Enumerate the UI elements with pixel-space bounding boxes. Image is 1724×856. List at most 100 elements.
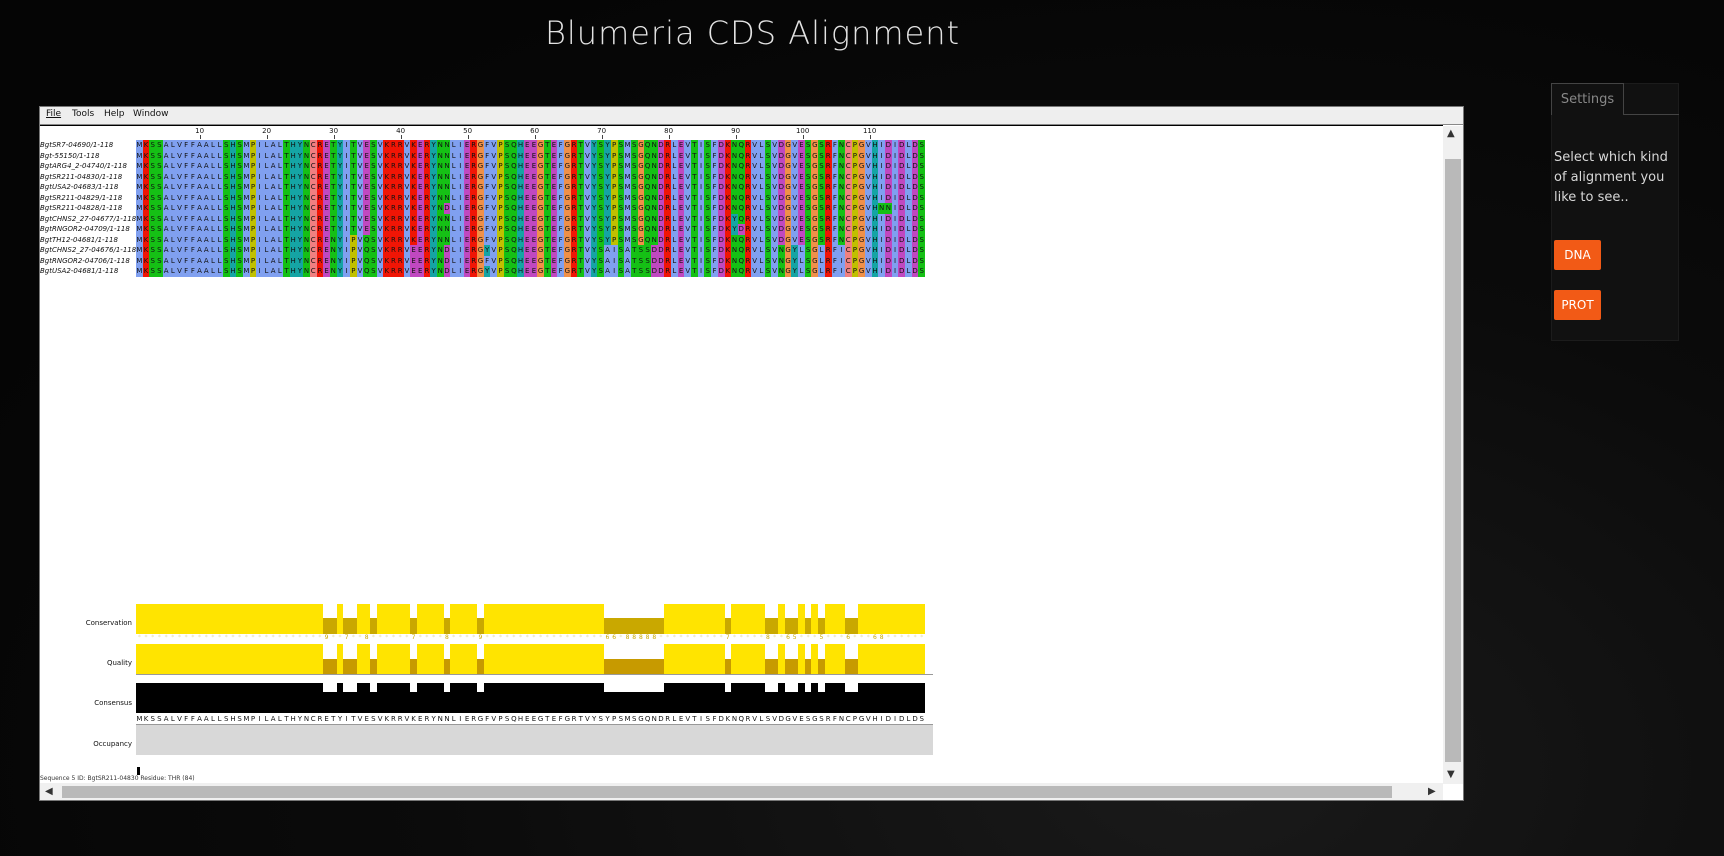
residue-cell[interactable]: D bbox=[657, 234, 665, 245]
residue-cell[interactable]: T bbox=[543, 192, 551, 203]
residue-cell[interactable]: S bbox=[222, 213, 230, 224]
residue-cell[interactable]: S bbox=[597, 213, 605, 224]
residue-cell[interactable]: E bbox=[550, 182, 558, 193]
residue-cell[interactable]: F bbox=[711, 192, 718, 203]
residue-cell[interactable]: D bbox=[898, 213, 906, 224]
residue-cell[interactable]: Q bbox=[644, 224, 651, 235]
residue-cell[interactable]: V bbox=[864, 234, 872, 245]
residue-cell[interactable]: V bbox=[584, 182, 591, 193]
residue-cell[interactable]: A bbox=[162, 161, 170, 172]
residue-cell[interactable]: Q bbox=[363, 234, 371, 245]
residue-cell[interactable]: S bbox=[370, 171, 377, 182]
residue-cell[interactable]: E bbox=[323, 171, 330, 182]
residue-cell[interactable]: D bbox=[898, 192, 906, 203]
residue-cell[interactable]: T bbox=[350, 224, 357, 235]
residue-cell[interactable]: G bbox=[858, 234, 865, 245]
residue-cell[interactable]: R bbox=[423, 234, 431, 245]
residue-cell[interactable]: Y bbox=[430, 234, 437, 245]
residue-cell[interactable]: E bbox=[463, 161, 471, 172]
residue-cell[interactable]: T bbox=[283, 192, 290, 203]
dna-button[interactable]: DNA bbox=[1554, 240, 1601, 270]
residue-cell[interactable]: V bbox=[751, 224, 758, 235]
residue-cell[interactable]: G bbox=[637, 203, 645, 214]
residue-cell[interactable]: R bbox=[570, 182, 578, 193]
residue-cell[interactable]: R bbox=[744, 161, 752, 172]
residue-cell[interactable]: F bbox=[189, 224, 197, 235]
residue-cell[interactable]: N bbox=[436, 203, 444, 214]
residue-cell[interactable]: R bbox=[824, 140, 832, 151]
residue-cell[interactable]: E bbox=[416, 245, 424, 256]
residue-cell[interactable]: T bbox=[283, 161, 290, 172]
residue-cell[interactable]: E bbox=[530, 192, 538, 203]
residue-cell[interactable]: M bbox=[624, 192, 631, 203]
residue-cell[interactable]: E bbox=[677, 234, 685, 245]
residue-cell[interactable]: I bbox=[457, 224, 464, 235]
residue-cell[interactable]: V bbox=[490, 266, 498, 277]
residue-cell[interactable]: Y bbox=[590, 224, 598, 235]
residue-cell[interactable]: F bbox=[831, 224, 839, 235]
residue-cell[interactable]: E bbox=[463, 255, 471, 266]
residue-cell[interactable]: E bbox=[530, 245, 538, 256]
residue-cell[interactable]: I bbox=[697, 245, 705, 256]
residue-cell[interactable]: E bbox=[416, 161, 424, 172]
residue-cell[interactable]: F bbox=[831, 150, 839, 161]
residue-cell[interactable]: V bbox=[684, 213, 692, 224]
residue-cell[interactable]: V bbox=[176, 140, 183, 151]
residue-cell[interactable]: V bbox=[176, 192, 183, 203]
residue-cell[interactable]: G bbox=[784, 245, 792, 256]
residue-cell[interactable]: F bbox=[483, 203, 491, 214]
residue-cell[interactable]: C bbox=[309, 171, 317, 182]
residue-cell[interactable]: A bbox=[162, 245, 170, 256]
residue-cell[interactable]: T bbox=[329, 171, 337, 182]
residue-cell[interactable]: S bbox=[704, 266, 712, 277]
residue-cell[interactable]: N bbox=[731, 171, 738, 182]
residue-cell[interactable]: A bbox=[162, 150, 170, 161]
residue-cell[interactable]: Q bbox=[644, 182, 651, 193]
residue-cell[interactable]: G bbox=[637, 213, 645, 224]
residue-cell[interactable]: Y bbox=[296, 266, 304, 277]
residue-cell[interactable]: I bbox=[457, 150, 464, 161]
residue-cell[interactable]: D bbox=[911, 245, 919, 256]
residue-cell[interactable]: V bbox=[791, 224, 799, 235]
residue-cell[interactable]: G bbox=[784, 203, 792, 214]
residue-cell[interactable]: V bbox=[864, 266, 872, 277]
residue-cell[interactable]: G bbox=[477, 171, 484, 182]
residue-cell[interactable]: K bbox=[724, 213, 732, 224]
residue-cell[interactable]: I bbox=[256, 150, 264, 161]
residue-cell[interactable]: V bbox=[791, 140, 799, 151]
residue-cell[interactable]: F bbox=[557, 266, 564, 277]
residue-cell[interactable]: K bbox=[383, 192, 391, 203]
residue-cell[interactable]: T bbox=[283, 171, 290, 182]
residue-cell[interactable]: S bbox=[704, 245, 712, 256]
residue-cell[interactable]: S bbox=[617, 245, 625, 256]
residue-cell[interactable]: Q bbox=[644, 213, 651, 224]
residue-cell[interactable]: H bbox=[289, 213, 297, 224]
residue-cell[interactable]: A bbox=[202, 224, 210, 235]
residue-cell[interactable]: V bbox=[771, 150, 778, 161]
residue-cell[interactable]: Q bbox=[510, 213, 518, 224]
residue-cell[interactable]: N bbox=[329, 234, 337, 245]
residue-cell[interactable]: S bbox=[704, 182, 712, 193]
residue-cell[interactable]: L bbox=[216, 161, 223, 172]
residue-cell[interactable]: N bbox=[436, 255, 444, 266]
residue-cell[interactable]: P bbox=[497, 234, 504, 245]
residue-cell[interactable]: F bbox=[182, 161, 190, 172]
residue-cell[interactable]: E bbox=[323, 192, 330, 203]
residue-cell[interactable]: H bbox=[289, 255, 297, 266]
residue-cell[interactable]: R bbox=[390, 266, 397, 277]
residue-cell[interactable]: H bbox=[517, 234, 524, 245]
residue-cell[interactable]: L bbox=[905, 266, 912, 277]
residue-cell[interactable]: G bbox=[784, 255, 792, 266]
residue-cell[interactable]: P bbox=[610, 213, 618, 224]
residue-cell[interactable]: N bbox=[303, 150, 310, 161]
residue-cell[interactable]: S bbox=[370, 203, 377, 214]
residue-cell[interactable]: G bbox=[537, 266, 544, 277]
residue-cell[interactable]: F bbox=[182, 245, 190, 256]
residue-cell[interactable]: D bbox=[885, 182, 892, 193]
residue-cell[interactable]: L bbox=[209, 150, 217, 161]
residue-cell[interactable]: V bbox=[176, 266, 183, 277]
residue-cell[interactable]: M bbox=[136, 150, 143, 161]
residue-cell[interactable]: Q bbox=[510, 224, 518, 235]
residue-cell[interactable]: S bbox=[617, 140, 625, 151]
